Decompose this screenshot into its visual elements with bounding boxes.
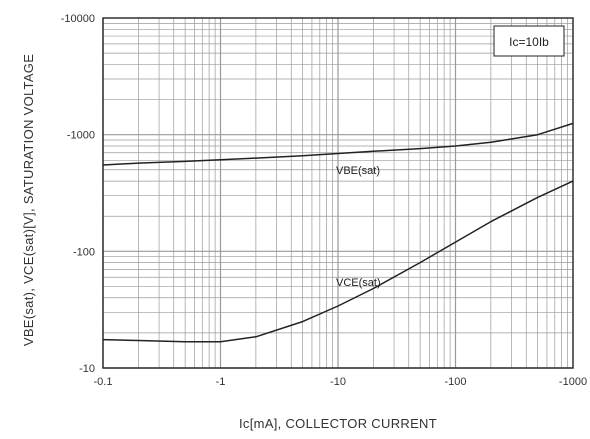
x-tick-label: -0.1 (94, 376, 113, 388)
series-label-vbe-sat: VBE(sat) (336, 165, 380, 177)
annotation-box (493, 25, 565, 57)
plot-frame (102, 17, 574, 369)
series-line-vbe-sat (102, 122, 574, 166)
y-tick-label: -10 (79, 363, 95, 375)
series-line-vce-sat (102, 180, 574, 343)
x-axis-title: Ic[mA], COLLECTOR CURRENT (239, 416, 437, 431)
x-tick-label: -1000 (559, 376, 587, 388)
y-tick-label: -100 (73, 246, 95, 258)
x-tick-label: -1 (216, 376, 226, 388)
y-tick-label: -10000 (61, 13, 95, 25)
x-tick-label: -10 (330, 376, 346, 388)
annotation-text: Ic=10Ib (509, 35, 549, 49)
tick-labels: -0.1 -1 -10 -100 -1000 -10 -100 -1000 -10000 (61, 13, 587, 388)
x-tick-label: -100 (444, 376, 466, 388)
grid (102, 18, 573, 369)
y-axis-title: VBE(sat), VCE(sat)[V], SATURATION VOLTAG… (21, 54, 36, 346)
series-label-vce-sat: VCE(sat) (336, 277, 381, 289)
curves (102, 122, 574, 343)
y-tick-label: -1000 (67, 130, 95, 142)
